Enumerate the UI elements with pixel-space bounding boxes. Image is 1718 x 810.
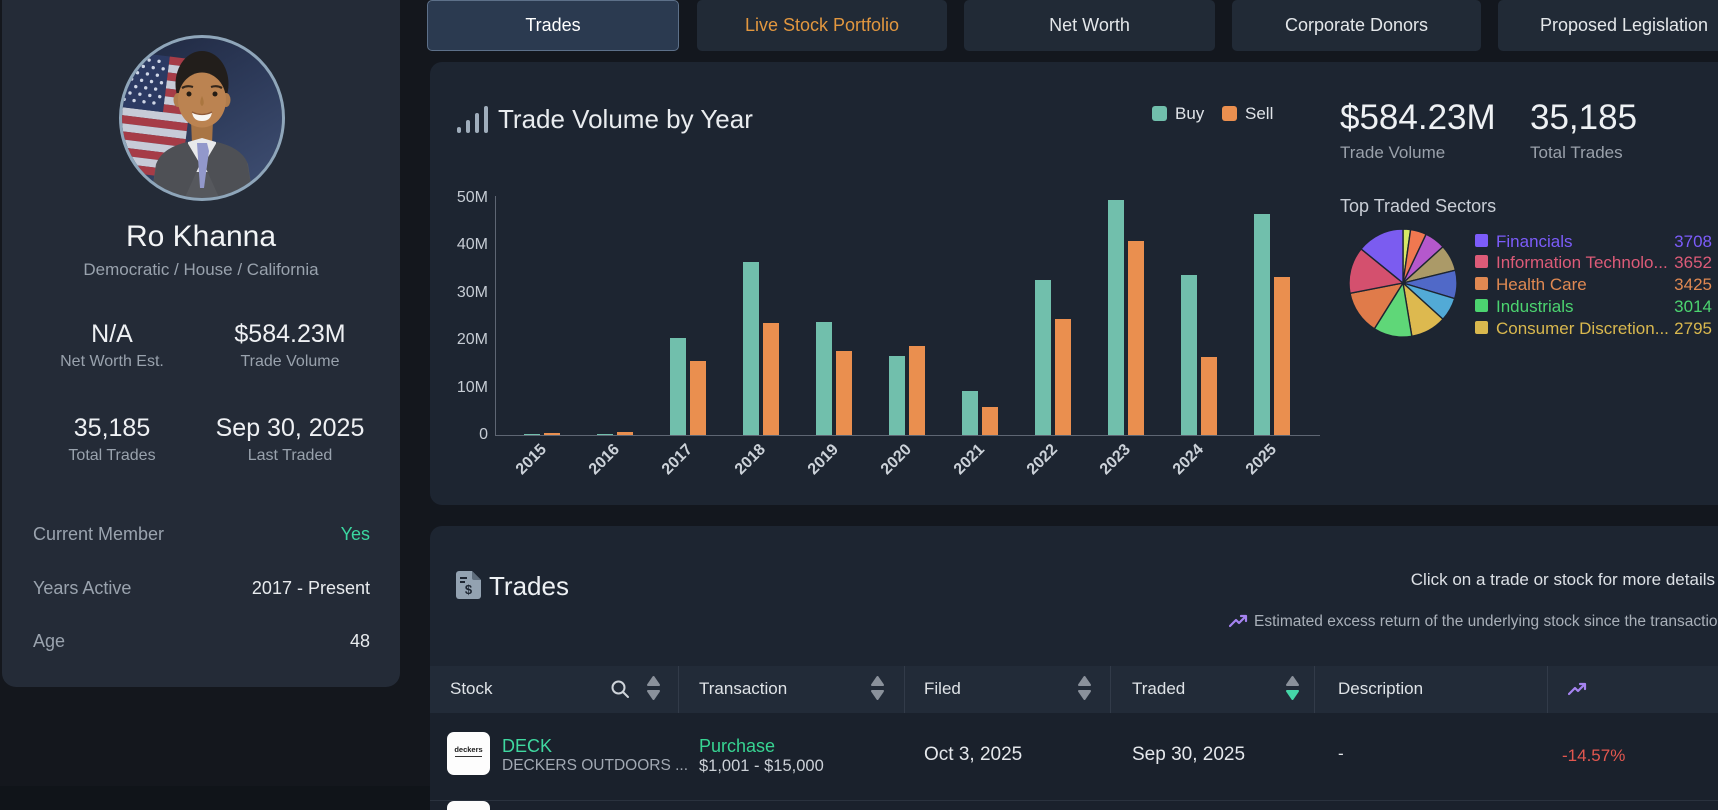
svg-text:$: $: [465, 582, 473, 597]
